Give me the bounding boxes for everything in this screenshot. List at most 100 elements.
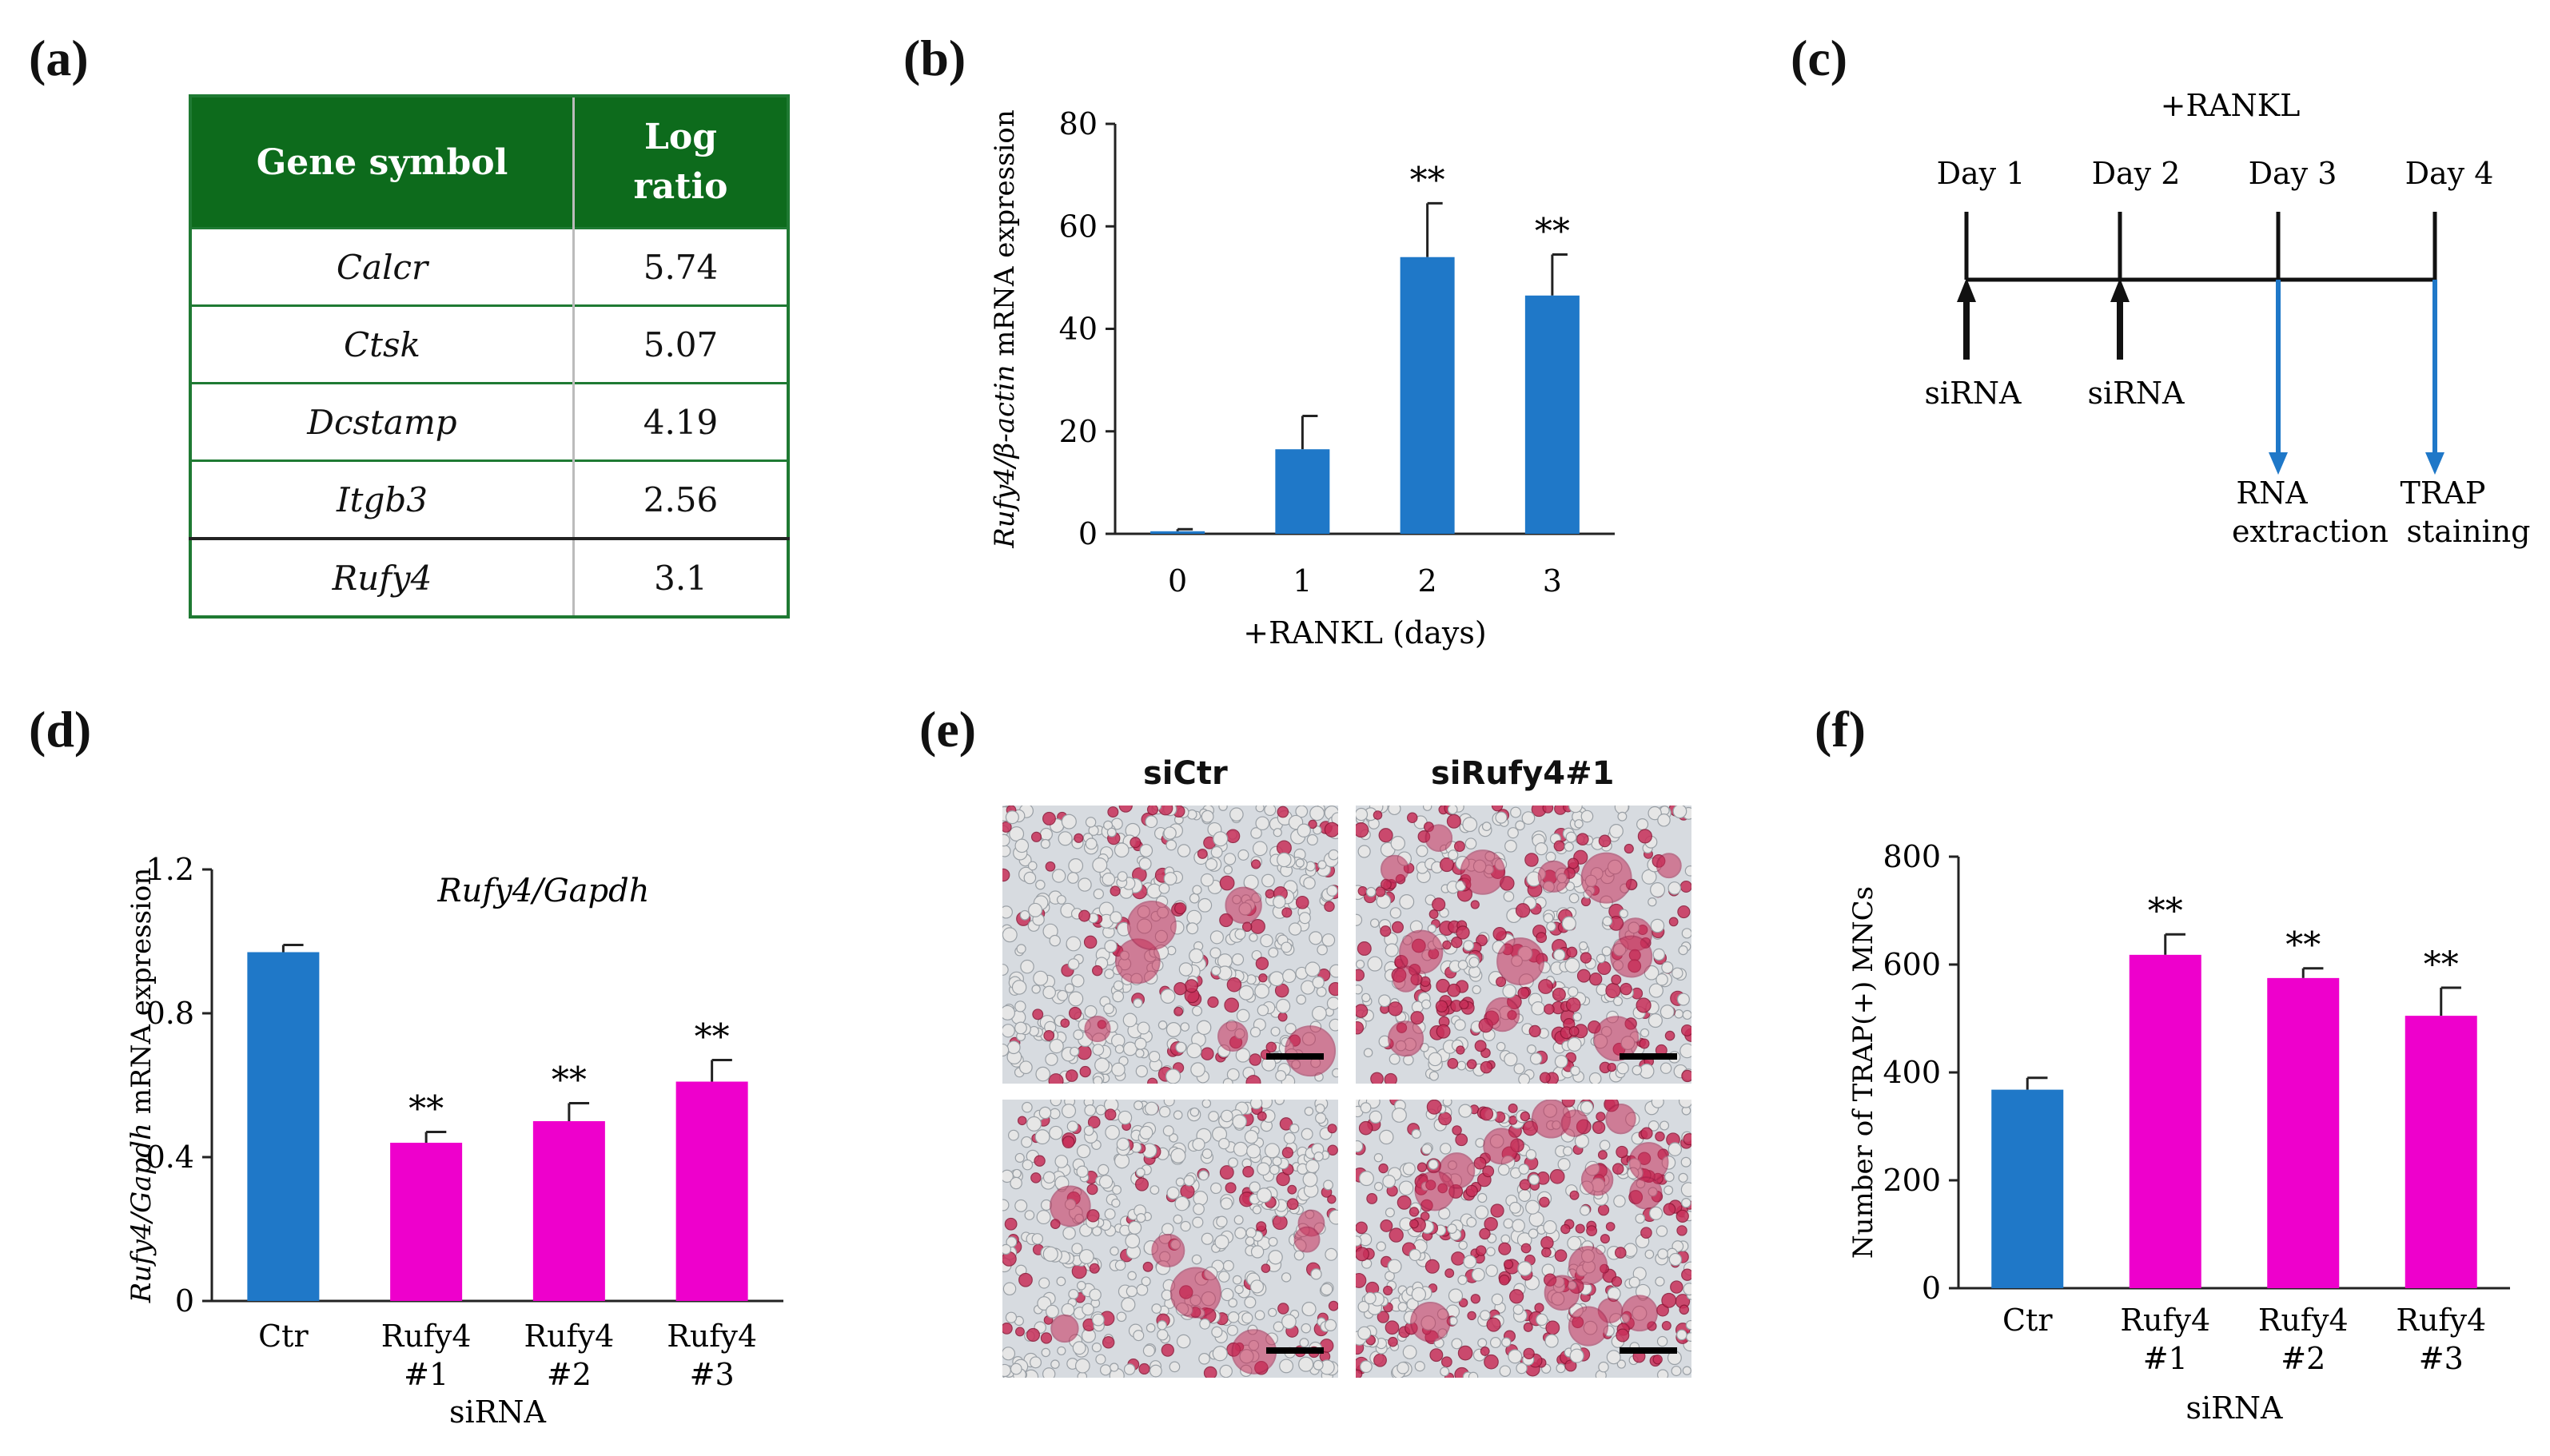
unstained-cell [1489,1337,1501,1349]
unstained-cell [1234,1227,1247,1239]
unstained-cell [1012,1168,1022,1179]
stained-cell [1060,1018,1070,1028]
unstained-cell [1512,1219,1525,1233]
unstained-cell [1655,1276,1665,1287]
unstained-cell [1427,924,1436,933]
stained-cell [1470,900,1480,909]
stained-cell [1524,853,1539,867]
unstained-cell [1317,860,1327,869]
unstained-cell [1255,816,1270,831]
unstained-cell [1165,1068,1181,1084]
unstained-cell [1166,1186,1180,1200]
multinucleated-cell [1414,1171,1455,1211]
unstained-cell [1668,1252,1683,1267]
unstained-cell [1513,1063,1525,1075]
stained-cell [1251,859,1261,869]
stained-cell [1388,1336,1398,1347]
stained-cell [1373,810,1383,820]
unstained-cell [1682,1366,1691,1375]
multinucleated-cell [1568,1306,1609,1347]
unstained-cell [1536,1313,1548,1327]
header-log-ratio: Log ratio [573,96,788,229]
stained-cell [1456,1045,1465,1055]
stained-cell [1611,974,1622,985]
stained-cell [1605,1222,1616,1231]
stained-cell [1356,1221,1368,1235]
unstained-cell [1002,1043,1010,1057]
unstained-cell [1237,849,1249,861]
unstained-cell [1556,1363,1566,1374]
stained-cell [1484,1216,1498,1231]
unstained-cell [1042,985,1056,1000]
unstained-cell [1114,1153,1130,1169]
stained-cell [1134,1177,1149,1191]
unstained-cell [1128,1220,1142,1235]
unstained-cell [1682,1009,1691,1020]
unstained-cell [1170,1148,1186,1164]
y-tick-label: 0 [1078,516,1098,551]
unstained-cell [1105,1124,1120,1140]
unstained-cell [1471,1267,1485,1282]
unstained-cell [1301,1128,1313,1140]
panel-label-a: (a) [29,30,89,86]
unstained-cell [1125,1233,1141,1249]
stained-cell [1324,901,1335,913]
unstained-cell [1402,1162,1416,1176]
unstained-cell [1123,1363,1136,1375]
unstained-cell [1468,1371,1479,1378]
unstained-cell [1244,1296,1257,1309]
unstained-cell [1068,991,1084,1007]
scale-bar [1266,1053,1324,1060]
unstained-cell [1680,1156,1691,1168]
unstained-cell [1411,1287,1427,1302]
ratio-cell: 4.19 [573,382,788,461]
stained-cell [1071,1263,1087,1279]
stained-cell [1429,1348,1444,1363]
stained-cell [1002,821,1012,833]
unstained-cell [1569,1348,1584,1363]
unstained-cell [1442,1100,1452,1107]
unstained-cell [1068,1288,1079,1300]
unstained-cell [1011,980,1027,995]
unstained-cell [1648,1206,1663,1220]
unstained-cell [1648,1013,1663,1028]
multinucleated-cell [1560,1109,1589,1137]
unstained-cell [1329,1209,1338,1225]
extraction-label: extraction [2232,514,2389,549]
unstained-cell [1050,1100,1062,1107]
unstained-cell [1112,990,1125,1003]
unstained-cell [1010,1363,1022,1375]
unstained-cell [1042,1246,1058,1262]
unstained-cell [1678,1100,1691,1108]
stained-cell [1174,902,1187,915]
unstained-cell [1440,1143,1452,1155]
unstained-cell [1009,826,1025,842]
unstained-cell [1596,953,1606,964]
multinucleated-cell [1410,1301,1451,1343]
unstained-cell [1472,985,1481,995]
unstained-cell [1141,1276,1151,1287]
unstained-cell [1545,851,1556,862]
unstained-cell [1664,1172,1675,1183]
stained-cell [1681,1268,1691,1281]
stained-cell [1446,814,1461,829]
table-row: Itgb3 2.56 [190,459,788,539]
unstained-cell [1066,936,1082,952]
unstained-cell [1301,980,1316,995]
stained-cell [1611,1276,1623,1287]
stained-cell [1499,1274,1510,1286]
stained-cell [1598,834,1612,848]
stained-cell [1639,1038,1650,1049]
unstained-cell [1057,989,1069,1001]
table-row: Dcstamp 4.19 [190,382,788,461]
unstained-cell [1111,1198,1121,1208]
unstained-cell [1228,1298,1238,1308]
stained-cell [1409,1219,1419,1229]
unstained-cell [1023,871,1037,885]
stained-cell [1681,1024,1691,1036]
stained-cell [1277,806,1289,818]
unstained-cell [1192,1005,1203,1016]
gene-cell: Itgb3 [190,459,575,539]
unstained-cell [1113,980,1124,991]
significance-marker: ** [2285,925,2321,966]
